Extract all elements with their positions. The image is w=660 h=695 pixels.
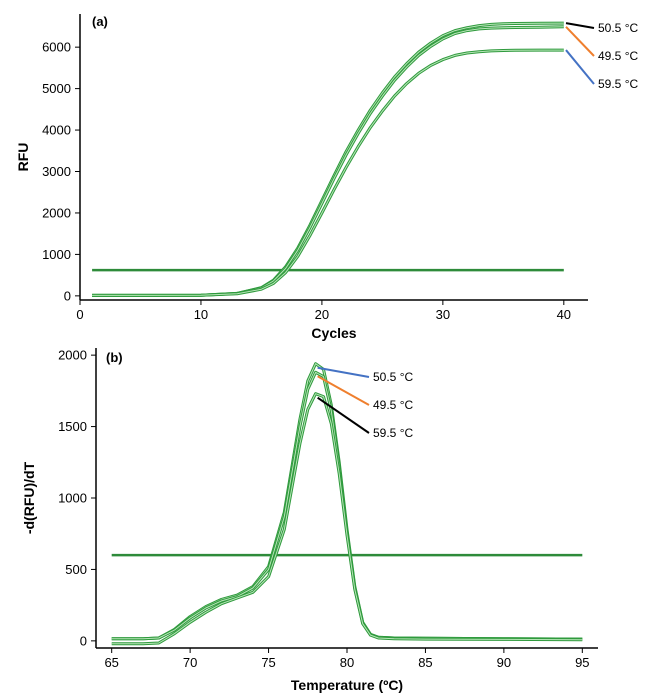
panel-a-x-tick-label: 0: [76, 307, 83, 322]
panel-a-label: (a): [92, 14, 108, 29]
panel-a-y-tick-label: 5000: [42, 81, 71, 96]
panel-a-series-line: [92, 48, 564, 297]
panel-b-x-tick-label: 80: [340, 655, 354, 670]
panel-a-y-tick-label: 4000: [42, 123, 71, 138]
panel-a-legend-leader: [565, 26, 595, 57]
panel-b-x-tick-label: 70: [183, 655, 197, 670]
panel-b-legend-label: 50.5 °C: [373, 370, 413, 384]
panel-b-y-tick-label: 2000: [58, 348, 87, 363]
panel-b-x-axis-title: Temperature (ºC): [291, 677, 403, 693]
panel-a-x-tick-label: 30: [436, 307, 450, 322]
panel-a-series-line: [92, 25, 564, 297]
panel-a-y-tick-label: 0: [64, 288, 71, 303]
panel-b-y-tick-label: 1500: [58, 419, 87, 434]
panel-b-x-tick-label: 95: [575, 655, 589, 670]
panel-a-series-line-highlight: [92, 22, 564, 296]
panel-a-y-axis-title: RFU: [15, 143, 31, 172]
panel-b-y-tick-label: 500: [65, 562, 87, 577]
panel-a-y-tick-label: 1000: [42, 247, 71, 262]
panel-b-series-line-highlight: [111, 371, 583, 640]
panel-a-y-tick-label: 2000: [42, 205, 71, 220]
panel-b-label: (b): [106, 350, 123, 365]
panel-a-series-line-highlight: [92, 26, 564, 296]
chart-panel-b: 65 70 75 80 85 90 95 0 500 1000 1500 2000 Temperatur…: [21, 348, 598, 693]
panel-b-series-line: [111, 370, 583, 641]
panel-a-x-tick-label: 10: [194, 307, 208, 322]
panel-b-y-tick-label: 1000: [58, 491, 87, 506]
panel-b-legend-label: 59.5 °C: [373, 426, 413, 440]
panel-b-x-tick-label: 65: [104, 655, 118, 670]
panel-b-y-tick-label: 0: [80, 633, 87, 648]
panel-a-y-tick-label: 3000: [42, 164, 71, 179]
panel-a-legend-leader: [565, 49, 595, 85]
panel-b-y-axis-title: -d(RFU)/dT: [21, 461, 37, 534]
chart-panel-a: 0 10 20 30 40 0 1000 2000 3000 4000 5000 6000 Cycles…: [15, 14, 638, 341]
panel-a-legend-label: 49.5 °C: [598, 49, 638, 63]
panel-b-legend-leader: [317, 396, 370, 434]
panel-a-x-axis-title: Cycles: [311, 325, 356, 341]
panel-b-x-tick-label: 85: [418, 655, 432, 670]
panel-b-series-line: [111, 362, 583, 641]
panel-a-legend-leader: [565, 22, 595, 29]
panel-b-series-line-highlight: [111, 363, 583, 640]
panel-a-x-tick-label: 40: [557, 307, 571, 322]
panel-b-legend-leader: [317, 375, 370, 406]
panel-b-x-tick-label: 90: [497, 655, 511, 670]
panel-b-x-tick-label: 75: [261, 655, 275, 670]
panel-a-legend-label: 59.5 °C: [598, 77, 638, 91]
panel-a-y-tick-label: 6000: [42, 40, 71, 55]
panel-a-series-line: [92, 21, 564, 297]
panel-a-x-tick-label: 20: [315, 307, 329, 322]
panel-b-series-line-highlight: [111, 393, 583, 645]
panel-b-legend-leader: [317, 366, 370, 378]
panel-a-legend-label: 50.5 °C: [598, 21, 638, 35]
panel-b-legend-label: 49.5 °C: [373, 398, 413, 412]
panel-a-series-line-highlight: [92, 49, 564, 296]
